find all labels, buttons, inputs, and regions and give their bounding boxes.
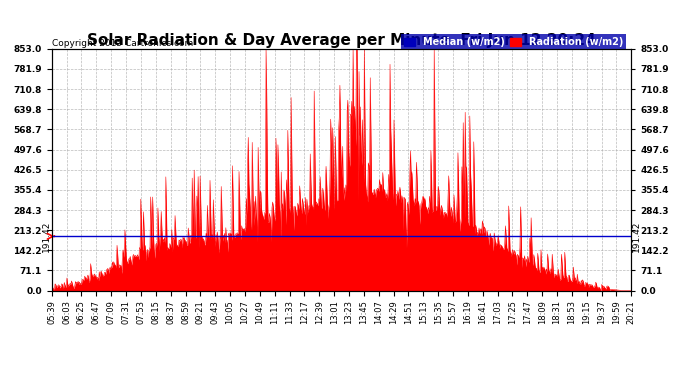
Text: Copyright 2015 Cartronics.com: Copyright 2015 Cartronics.com [52, 39, 194, 48]
Legend: Median (w/m2), Radiation (w/m2): Median (w/m2), Radiation (w/m2) [401, 34, 627, 50]
Text: 191.42: 191.42 [632, 220, 641, 252]
Text: 191.42: 191.42 [42, 220, 51, 252]
Title: Solar Radiation & Day Average per Minute  Fri Jun 12 20:24: Solar Radiation & Day Average per Minute… [87, 33, 596, 48]
